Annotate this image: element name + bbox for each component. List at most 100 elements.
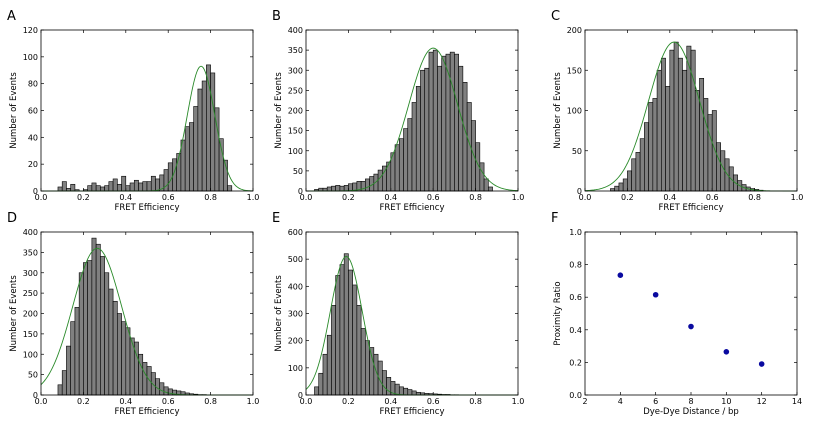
histogram-bar: [121, 321, 127, 396]
y-tick-label: 150: [567, 66, 582, 75]
histogram-bar: [703, 98, 709, 192]
histogram-bar: [635, 152, 641, 192]
histogram-bar: [711, 110, 717, 192]
histogram-bar: [437, 65, 442, 192]
histogram-bar: [189, 122, 194, 192]
y-tick-label: 350: [288, 46, 303, 55]
y-tick-label: 200: [567, 26, 582, 35]
x-tick-label: 1.0: [512, 397, 525, 406]
y-tick-label: 20: [28, 160, 38, 169]
histogram-bar: [454, 53, 459, 192]
histogram-bar: [458, 65, 464, 192]
y-tick-label: 0: [33, 391, 38, 400]
y-tick-label: 0: [298, 187, 303, 196]
histogram-bar: [66, 345, 71, 396]
histogram-bar: [108, 181, 114, 192]
x-axis-label: FRET Efficiency: [114, 407, 179, 417]
x-tick-label: 0.8: [469, 397, 482, 406]
x-tick-label: 0.6: [427, 397, 440, 406]
histogram-bar: [424, 67, 430, 192]
histogram-bar: [377, 169, 383, 192]
histogram-bar: [720, 150, 726, 192]
x-axis-label: FRET Efficiency: [379, 203, 444, 213]
panel-label: A: [7, 9, 16, 24]
x-tick-label: 12: [757, 397, 767, 406]
histogram-bar: [627, 170, 632, 192]
panel-d: D 0.0 0.2 0.4 0.6 0.8 1.0 0 50 100 150 200 250 300 350…: [7, 211, 259, 417]
histogram-bar: [150, 175, 156, 192]
x-tick-label: 0.4: [384, 397, 397, 406]
x-tick-label: 0.8: [204, 193, 217, 202]
y-tick-label: 150: [23, 330, 38, 339]
histogram-bar: [121, 175, 127, 192]
histogram-bar: [326, 334, 332, 396]
histogram-bar: [614, 185, 620, 192]
histogram-bar: [471, 120, 476, 192]
x-tick-label: 0.0: [35, 193, 48, 202]
x-tick-label: 8: [688, 397, 693, 406]
histogram-bar: [639, 138, 645, 192]
histogram-bar: [369, 347, 375, 396]
histogram-bar: [335, 185, 341, 192]
histogram-bar: [91, 182, 97, 192]
x-tick-label: 0.2: [77, 193, 90, 202]
panel-label: E: [272, 211, 280, 226]
histogram-bar: [176, 153, 182, 192]
histogram-bar: [138, 182, 144, 192]
histogram-bar: [644, 122, 649, 192]
x-tick-label: 4: [618, 397, 623, 406]
histogram-bar: [411, 390, 417, 396]
histogram-bar: [677, 57, 683, 192]
y-tick-label: 250: [288, 86, 303, 95]
x-axis-label: FRET Efficiency: [658, 203, 723, 213]
x-tick-label: 0.0: [579, 193, 592, 202]
histogram-bar: [129, 182, 135, 192]
histogram-bar: [694, 90, 700, 192]
histogram-bar: [631, 158, 637, 192]
x-tick-label: 1.0: [791, 193, 804, 202]
histogram-bar: [133, 179, 139, 192]
x-tick-label: 1.0: [247, 193, 260, 202]
histogram-bar: [462, 82, 468, 192]
x-tick-label: 0.4: [119, 397, 132, 406]
histogram-bar: [339, 185, 345, 192]
x-tick-label: 0.0: [35, 397, 48, 406]
histogram-bar: [100, 186, 105, 192]
y-tick-label: 0: [577, 187, 582, 196]
y-tick-label: 50: [572, 147, 582, 156]
data-point: [723, 349, 730, 355]
histogram-bar: [365, 178, 370, 192]
histogram-bar: [622, 178, 628, 192]
histogram-bar: [449, 51, 455, 192]
y-axis-label: Number of Events: [553, 72, 563, 149]
y-tick-label: 400: [288, 26, 303, 35]
x-tick-label: 6: [653, 397, 658, 406]
histogram-bar: [331, 185, 336, 192]
histogram-bar: [163, 386, 169, 396]
histogram-bar: [407, 389, 413, 396]
histogram-bar: [488, 186, 493, 192]
x-tick-label: 10: [721, 397, 731, 406]
axes-frame: [584, 231, 798, 396]
y-tick-label: 120: [23, 26, 38, 35]
histogram-bar: [100, 256, 105, 396]
panel-label: B: [272, 9, 281, 24]
x-tick-label: 0.8: [469, 193, 482, 202]
histogram-bar: [61, 370, 67, 396]
x-tick-label: 0.2: [342, 397, 355, 406]
histogram-bar: [57, 384, 63, 396]
x-tick-label: 0.0: [300, 397, 313, 406]
histogram-bar: [201, 80, 207, 192]
y-tick-label: 50: [293, 167, 303, 176]
y-tick-label: 0.0: [569, 391, 582, 400]
histogram-bar: [108, 288, 114, 396]
histogram-bar: [382, 370, 387, 396]
histogram-bar: [394, 144, 400, 192]
histogram-bar: [407, 118, 413, 192]
y-tick-label: 300: [23, 269, 38, 278]
panel-f: F 2 4 6 8 10 12 14 0.0 0.2 0.4 0.6 0.8 1.0 Dye-Dye Dis…: [551, 211, 802, 417]
y-tick-label: 60: [28, 107, 38, 116]
y-tick-label: 50: [28, 371, 38, 380]
histogram-bar: [724, 158, 730, 192]
histogram-bar: [322, 353, 328, 396]
